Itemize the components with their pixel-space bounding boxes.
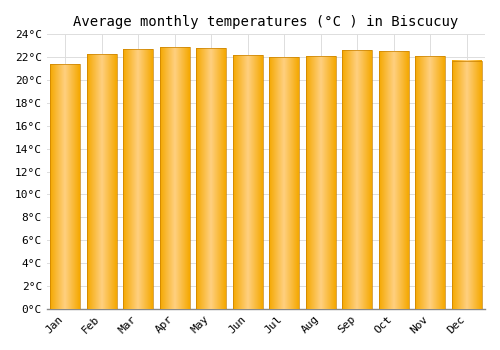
Bar	[123, 49, 153, 309]
Bar	[342, 50, 372, 309]
Bar	[232, 55, 262, 309]
Bar	[269, 57, 299, 309]
Title: Average monthly temperatures (°C ) in Biscucuy: Average monthly temperatures (°C ) in Bi…	[74, 15, 458, 29]
Bar	[452, 61, 482, 309]
Bar	[50, 64, 80, 309]
Bar	[416, 56, 445, 309]
Bar	[196, 48, 226, 309]
Bar	[160, 47, 190, 309]
Bar	[306, 56, 336, 309]
Bar	[379, 51, 408, 309]
Bar	[86, 54, 117, 309]
